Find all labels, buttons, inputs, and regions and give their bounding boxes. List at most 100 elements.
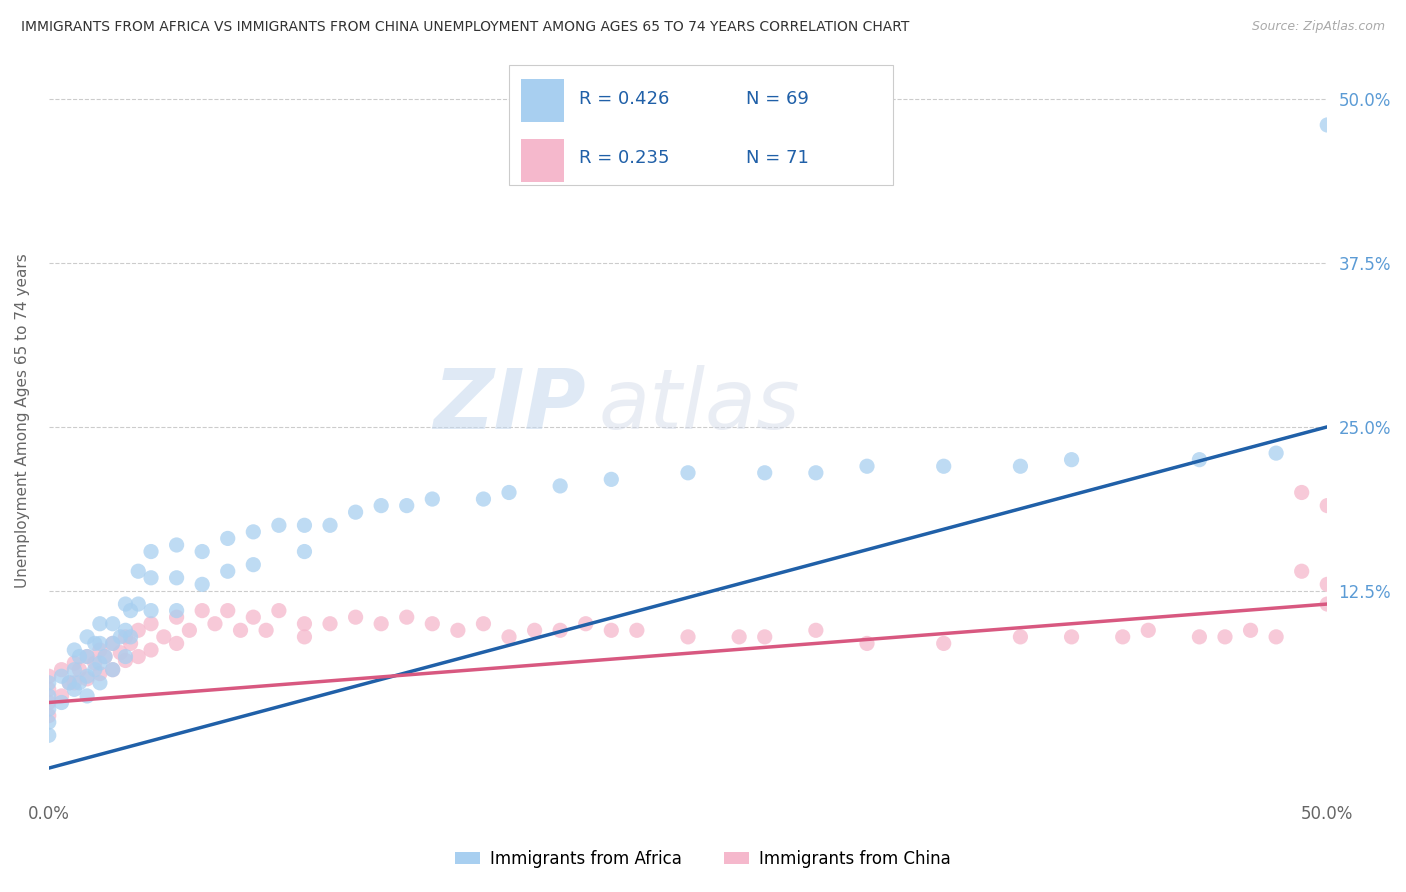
Point (67, 663, 90, 677)
Point (1265, 446, 1288, 460)
Point (548, 624, 571, 638)
Point (395, 610, 418, 624)
Point (1291, 485, 1313, 500)
Point (139, 643, 162, 657)
Point (1060, 452, 1083, 467)
Point (254, 624, 277, 638)
Point (1265, 630, 1288, 644)
Point (754, 630, 776, 644)
Point (38, 702, 60, 716)
Point (120, 630, 142, 644)
Point (76, 672, 98, 686)
Point (1112, 630, 1135, 644)
Point (217, 564, 239, 578)
Point (89, 656, 111, 670)
Point (63, 675, 86, 690)
Point (344, 610, 367, 624)
Point (856, 636, 879, 650)
Point (38, 708, 60, 723)
Point (63, 663, 86, 677)
Point (1188, 630, 1211, 644)
Text: N = 69: N = 69 (745, 89, 808, 108)
Point (1316, 118, 1339, 132)
Point (472, 491, 495, 506)
Point (101, 636, 124, 650)
Point (676, 630, 699, 644)
Point (51, 663, 73, 677)
Point (114, 649, 136, 664)
Point (728, 630, 751, 644)
Point (76, 649, 98, 664)
Point (1239, 624, 1261, 638)
Point (242, 524, 264, 539)
Point (127, 624, 149, 638)
Point (114, 630, 136, 644)
Point (370, 616, 392, 631)
Point (76, 649, 98, 664)
Point (110, 646, 132, 660)
Point (319, 518, 342, 533)
Point (38, 682, 60, 697)
Point (294, 544, 316, 558)
Point (229, 624, 252, 638)
Point (319, 616, 342, 631)
Y-axis label: Unemployment Among Ages 65 to 74 years: Unemployment Among Ages 65 to 74 years (15, 253, 30, 588)
Text: IMMIGRANTS FROM AFRICA VS IMMIGRANTS FROM CHINA UNEMPLOYMENT AMONG AGES 65 TO 74: IMMIGRANTS FROM AFRICA VS IMMIGRANTS FRO… (21, 20, 910, 34)
Point (294, 518, 316, 533)
Point (120, 604, 142, 618)
Text: atlas: atlas (599, 365, 800, 446)
Point (166, 610, 188, 624)
Point (242, 610, 264, 624)
Point (932, 636, 955, 650)
Point (94, 649, 117, 664)
Point (267, 518, 290, 533)
Point (420, 616, 443, 631)
Point (1010, 459, 1032, 474)
Point (139, 604, 162, 618)
Point (420, 491, 443, 506)
Point (1188, 452, 1211, 467)
Point (804, 466, 827, 480)
Point (217, 604, 239, 618)
Point (204, 616, 226, 631)
Point (89, 666, 111, 681)
Point (127, 564, 149, 578)
Point (63, 643, 86, 657)
Point (76, 689, 98, 703)
FancyBboxPatch shape (509, 65, 893, 185)
Text: R = 0.235: R = 0.235 (579, 150, 669, 168)
Point (754, 466, 776, 480)
Point (548, 479, 571, 493)
Point (600, 624, 623, 638)
Point (114, 624, 136, 638)
Point (38, 669, 60, 683)
Point (1137, 624, 1160, 638)
Point (472, 616, 495, 631)
Point (58, 675, 80, 690)
Point (94, 649, 117, 664)
Legend: Immigrants from Africa, Immigrants from China: Immigrants from Africa, Immigrants from … (449, 844, 957, 875)
Point (267, 604, 290, 618)
Point (83, 656, 105, 670)
Point (83, 636, 105, 650)
Point (166, 538, 188, 552)
Point (447, 624, 470, 638)
Text: R = 0.426: R = 0.426 (579, 89, 669, 108)
Point (63, 682, 86, 697)
Point (179, 624, 201, 638)
Point (498, 485, 520, 500)
Point (120, 636, 142, 650)
Point (83, 663, 105, 677)
Point (804, 624, 827, 638)
Point (139, 616, 162, 631)
Point (191, 577, 214, 591)
Point (395, 499, 418, 513)
Point (626, 624, 648, 638)
Point (63, 656, 86, 670)
Point (1316, 577, 1339, 591)
Point (38, 675, 60, 690)
Point (127, 597, 149, 611)
Point (1316, 597, 1339, 611)
Point (67, 649, 90, 664)
Point (676, 466, 699, 480)
